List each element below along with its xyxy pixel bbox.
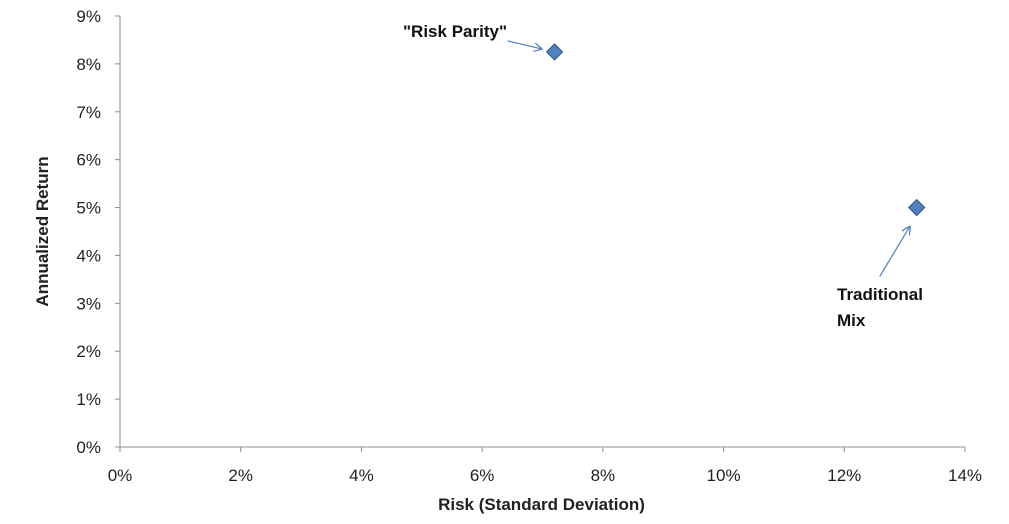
annotation-arrow	[507, 40, 542, 49]
y-tick-label: 1%	[76, 390, 101, 409]
y-tick-label: 3%	[76, 294, 101, 313]
annotation-arrow	[879, 227, 910, 277]
x-tick-label: 14%	[948, 466, 982, 485]
x-tick-label: 12%	[827, 466, 861, 485]
x-tick-labels: 0% 2% 4% 6% 8% 10% 12% 14%	[108, 447, 982, 485]
y-tick-label: 5%	[76, 199, 101, 218]
x-tick-label: 6%	[470, 466, 495, 485]
y-axis-title: Annualized Return	[33, 156, 52, 306]
x-tick-label: 10%	[707, 466, 741, 485]
x-tick-label: 0%	[108, 466, 133, 485]
x-tick-label: 8%	[591, 466, 616, 485]
axes	[119, 16, 965, 448]
y-tick-label: 8%	[76, 55, 101, 74]
y-tick-label: 6%	[76, 151, 101, 170]
x-axis-title: Risk (Standard Deviation)	[438, 495, 645, 514]
data-points	[545, 43, 926, 217]
y-tick-label: 9%	[76, 7, 101, 26]
point-annotations: "Risk Parity" Traditional Mix	[403, 22, 923, 330]
point-annotation-label: Traditional Mix	[837, 285, 923, 330]
point-annotation-label: "Risk Parity"	[403, 22, 507, 41]
y-tick-label: 4%	[76, 246, 101, 265]
data-point-marker	[908, 198, 926, 217]
y-tick-label: 2%	[76, 342, 101, 361]
data-point-marker	[545, 43, 564, 61]
y-tick-labels: 0% 1% 2% 3% 4% 5% 6% 7% 8% 9%	[76, 7, 120, 457]
y-tick-label: 7%	[76, 103, 101, 122]
y-tick-label: 0%	[76, 438, 101, 457]
x-tick-label: 4%	[349, 466, 374, 485]
annotation-arrows	[507, 40, 910, 277]
x-tick-label: 2%	[228, 466, 253, 485]
